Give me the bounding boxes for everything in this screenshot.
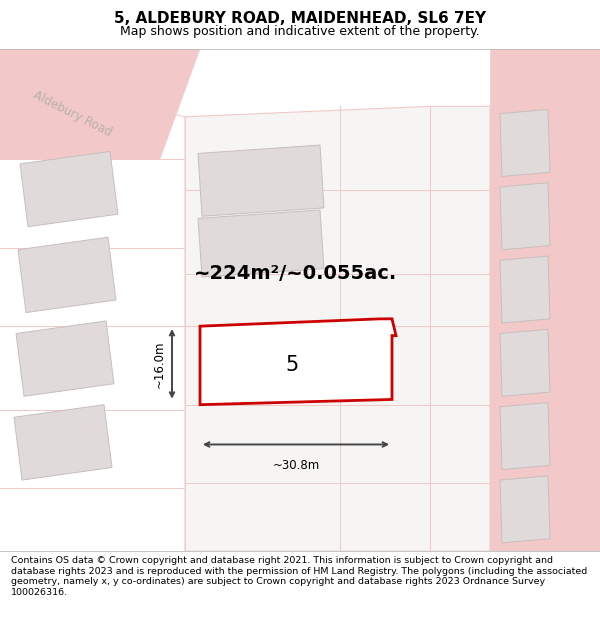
Polygon shape (14, 405, 112, 480)
Polygon shape (20, 151, 118, 227)
Polygon shape (18, 237, 116, 312)
Text: Aldebury Road: Aldebury Road (31, 88, 113, 139)
Polygon shape (500, 329, 550, 396)
Polygon shape (198, 145, 324, 216)
Polygon shape (198, 210, 324, 277)
Polygon shape (500, 476, 550, 543)
Text: 5: 5 (286, 355, 299, 375)
Text: 5, ALDEBURY ROAD, MAIDENHEAD, SL6 7EY: 5, ALDEBURY ROAD, MAIDENHEAD, SL6 7EY (114, 11, 486, 26)
Text: ~30.8m: ~30.8m (272, 459, 320, 472)
Text: ~16.0m: ~16.0m (153, 340, 166, 388)
Text: Map shows position and indicative extent of the property.: Map shows position and indicative extent… (120, 25, 480, 38)
Polygon shape (500, 109, 550, 176)
Polygon shape (500, 182, 550, 250)
Polygon shape (500, 256, 550, 323)
Polygon shape (185, 106, 490, 551)
Polygon shape (490, 49, 600, 551)
Polygon shape (0, 49, 200, 159)
Polygon shape (200, 319, 396, 405)
Polygon shape (16, 321, 114, 396)
Text: Contains OS data © Crown copyright and database right 2021. This information is : Contains OS data © Crown copyright and d… (11, 556, 587, 597)
Polygon shape (500, 402, 550, 469)
Text: ~224m²/~0.055ac.: ~224m²/~0.055ac. (193, 264, 397, 283)
